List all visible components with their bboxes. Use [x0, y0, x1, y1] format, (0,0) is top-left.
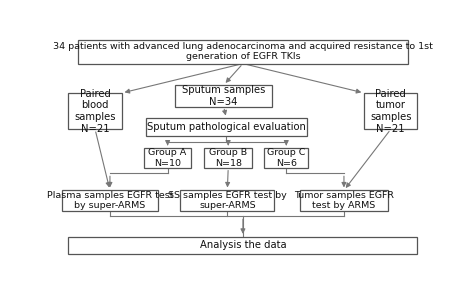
Text: Plasma samples EGFR test
by super-ARMS: Plasma samples EGFR test by super-ARMS: [47, 191, 173, 210]
Text: Paired
tumor
samples
N=21: Paired tumor samples N=21: [370, 89, 411, 133]
Text: Sputum samples
N=34: Sputum samples N=34: [182, 85, 265, 107]
Text: 34 patients with advanced lung adenocarcinoma and acquired resistance to 1st
gen: 34 patients with advanced lung adenocarc…: [53, 42, 433, 61]
FancyBboxPatch shape: [144, 148, 191, 168]
FancyBboxPatch shape: [204, 148, 252, 168]
Text: Paired
blood
samples
N=21: Paired blood samples N=21: [74, 89, 116, 133]
Text: Group C
N=6: Group C N=6: [267, 148, 305, 168]
FancyBboxPatch shape: [62, 190, 158, 211]
FancyBboxPatch shape: [68, 237, 418, 254]
FancyBboxPatch shape: [264, 148, 308, 168]
Text: Sputum pathological evaluation: Sputum pathological evaluation: [147, 122, 306, 132]
Text: Group A
N=10: Group A N=10: [148, 148, 187, 168]
FancyBboxPatch shape: [364, 93, 418, 129]
FancyBboxPatch shape: [78, 40, 408, 64]
Text: Analysis the data: Analysis the data: [200, 240, 286, 250]
Text: Tumor samples EGFR
test by ARMS: Tumor samples EGFR test by ARMS: [294, 191, 394, 210]
FancyBboxPatch shape: [181, 190, 274, 211]
FancyBboxPatch shape: [68, 93, 122, 129]
Text: Group B
N=18: Group B N=18: [209, 148, 247, 168]
Text: SS samples EGFR test by
super-ARMS: SS samples EGFR test by super-ARMS: [168, 191, 287, 210]
FancyBboxPatch shape: [146, 118, 307, 136]
FancyBboxPatch shape: [175, 85, 272, 107]
FancyBboxPatch shape: [300, 190, 388, 211]
